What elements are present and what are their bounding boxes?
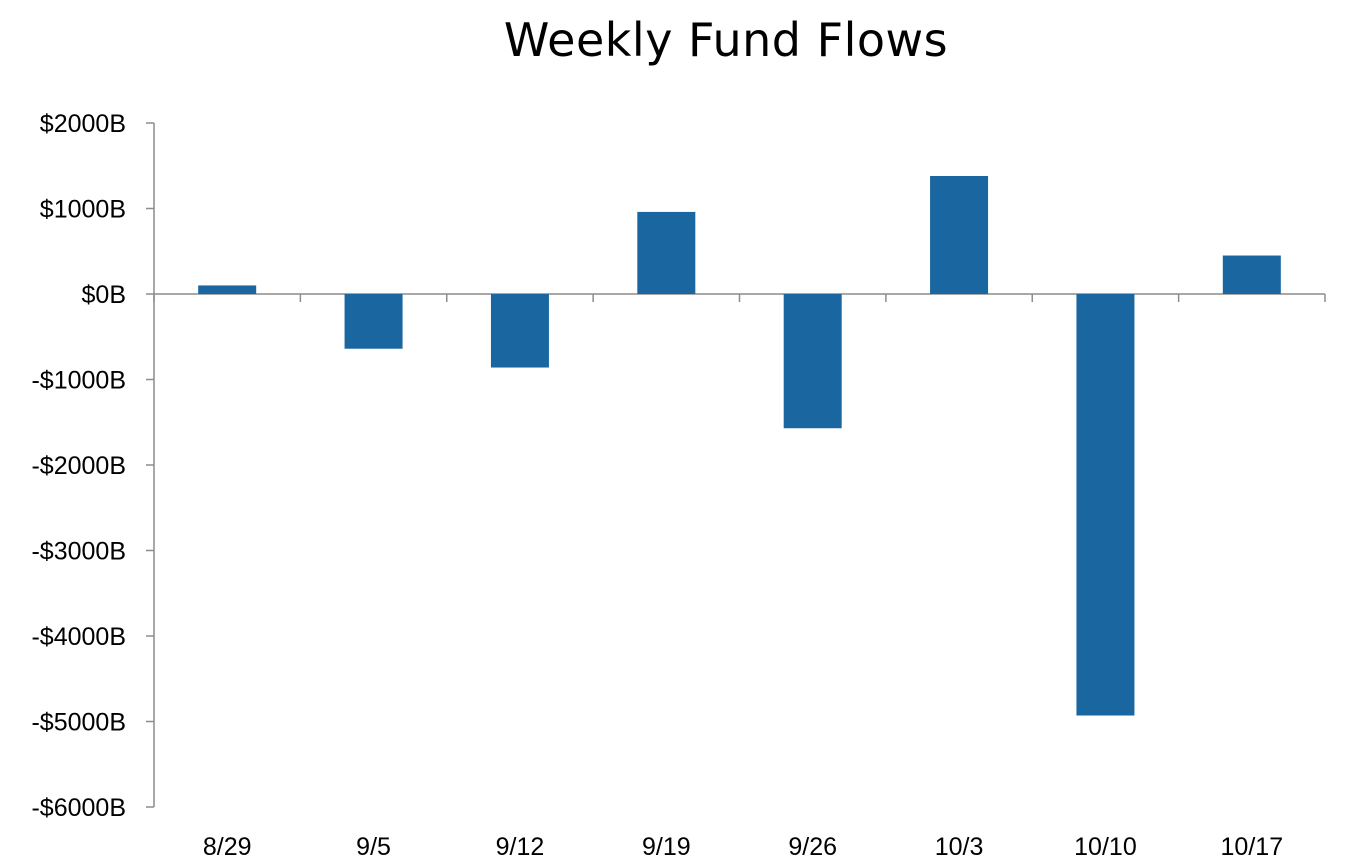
- x-tick-label: 9/26: [788, 833, 837, 861]
- x-tick-label: 9/12: [496, 833, 545, 861]
- bar-9-12: [490, 294, 549, 368]
- x-tick-label: 9/19: [642, 833, 691, 861]
- bar-9-19: [637, 211, 696, 294]
- y-tick-label: $1000B: [40, 196, 126, 224]
- y-tick-label: $0B: [82, 281, 126, 309]
- y-tick-label: -$3000B: [31, 538, 126, 566]
- x-tick-label: 10/17: [1221, 833, 1284, 861]
- bars: [198, 176, 1281, 716]
- x-tick-label: 9/5: [356, 833, 391, 861]
- y-tick-label: -$2000B: [31, 452, 126, 480]
- bar-10-17: [1222, 255, 1281, 294]
- bar-10-10: [1076, 294, 1135, 716]
- x-tick-label: 10/3: [935, 833, 984, 861]
- y-tick-label: -$1000B: [31, 367, 126, 395]
- bar-10-3: [930, 176, 989, 294]
- x-tick-label: 8/29: [203, 833, 252, 861]
- y-tick-label: $2000B: [40, 110, 126, 138]
- bar-9-5: [344, 294, 403, 349]
- y-tick-label: -$5000B: [31, 709, 126, 737]
- axes: [146, 122, 1326, 808]
- chart-title: Weekly Fund Flows: [503, 13, 949, 67]
- x-tick-label: 10/10: [1074, 833, 1137, 861]
- tick-labels: $2000B $1000B $0B -$1000B -$2000B -$3000B -$40…: [31, 110, 1283, 861]
- bar-8-29: [198, 285, 257, 294]
- y-tick-label: -$4000B: [31, 623, 126, 651]
- bar-9-26: [783, 294, 842, 429]
- y-tick-label: -$6000B: [31, 794, 126, 822]
